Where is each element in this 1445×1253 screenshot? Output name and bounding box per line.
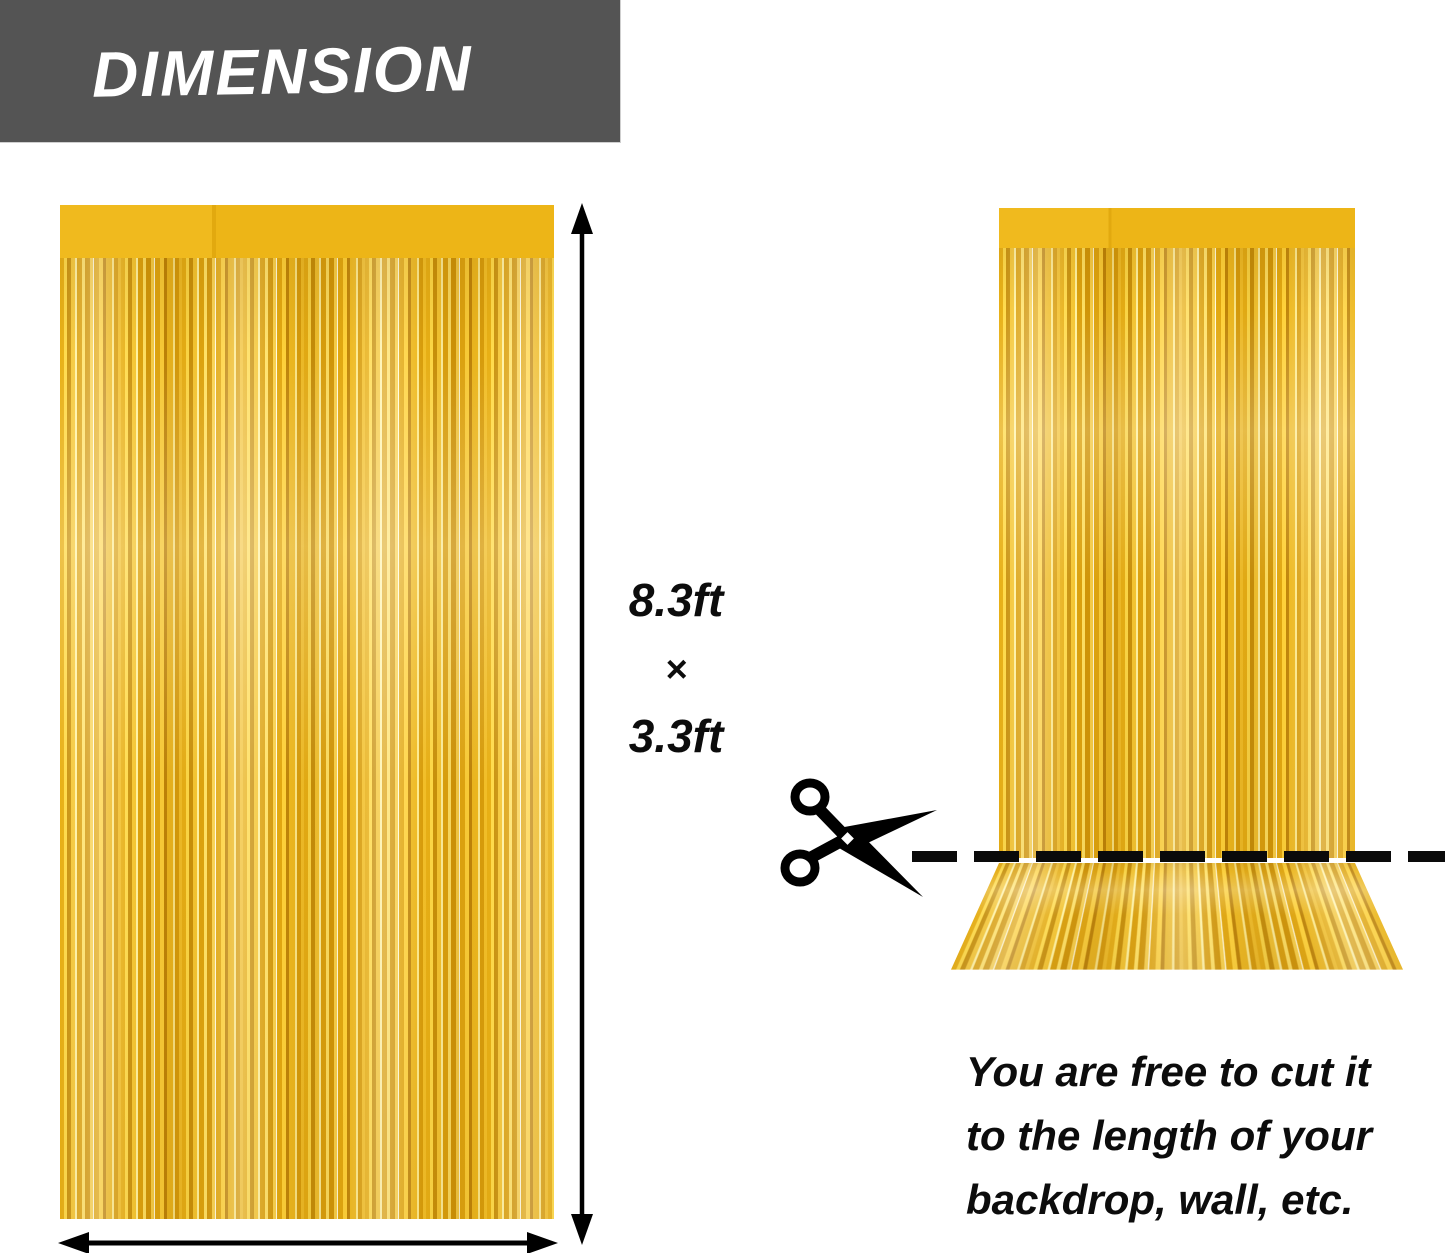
width-label: 3.3ft xyxy=(596,710,756,762)
curtain-fringe xyxy=(60,258,554,1219)
curtain-fringe-cut-off xyxy=(951,863,1403,970)
curtain-top-band xyxy=(60,205,554,258)
height-label: 8.3ft xyxy=(596,574,756,626)
product-dimension-image: DIMENSION 8.3ft × 3.3ft xyxy=(0,0,1445,1253)
curtain-cut-image xyxy=(999,208,1355,858)
cut-note-line-2: to the length of your xyxy=(966,1104,1406,1168)
curtain-fringe-hanging xyxy=(999,248,1355,858)
scissors-icon xyxy=(773,770,948,910)
multiply-sign: × xyxy=(596,650,756,690)
cut-note-line-3: backdrop, wall, etc. xyxy=(966,1168,1406,1232)
cut-note: You are free to cut it to the length of … xyxy=(966,1040,1406,1232)
dashed-cut-line xyxy=(912,851,1445,862)
curtain-cut-piece xyxy=(999,863,1355,973)
curtain-full-image xyxy=(60,205,554,1219)
dimension-header-label: DIMENSION xyxy=(92,30,529,112)
double-arrow-vertical-icon xyxy=(566,201,598,1247)
double-arrow-horizontal-icon xyxy=(56,1230,560,1253)
cut-note-line-1: You are free to cut it xyxy=(966,1040,1406,1104)
dimension-header: DIMENSION xyxy=(0,0,621,143)
curtain-top-band xyxy=(999,208,1355,248)
dimension-labels: 8.3ft × 3.3ft xyxy=(596,574,756,762)
